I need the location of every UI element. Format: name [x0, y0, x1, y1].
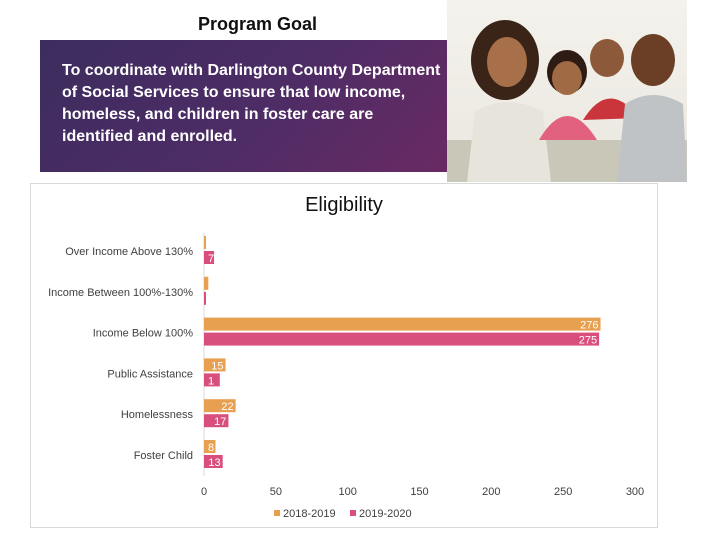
bar-data-label: 8 [208, 442, 214, 454]
bar-data-label: 1 [208, 238, 214, 250]
x-tick-label: 250 [554, 486, 572, 498]
bar-data-label: 276 [580, 320, 598, 332]
legend-swatch [274, 510, 280, 516]
bar-data-label: 275 [579, 335, 597, 347]
x-tick-label: 300 [626, 486, 644, 498]
goal-title: Program Goal [198, 14, 318, 34]
legend-entry: 2018-2019 [283, 508, 336, 520]
goal-box: To coordinate with Darlington County Dep… [40, 40, 452, 172]
category-label: Public Assistance [107, 368, 193, 380]
bar-data-label: 1 [208, 375, 214, 387]
x-tick-label: 0 [201, 486, 207, 498]
x-tick-label: 50 [270, 486, 282, 498]
bar [204, 414, 229, 428]
bar-data-label: 22 [221, 401, 233, 413]
bar [204, 317, 601, 331]
bar [204, 276, 209, 290]
legend-swatch [350, 510, 356, 516]
category-label: Income Below 100% [93, 328, 193, 340]
bar [204, 251, 215, 264]
bar [204, 455, 223, 468]
bar [204, 373, 220, 387]
goal-text: To coordinate with Darlington County Dep… [62, 62, 441, 145]
bar-data-label: 15 [211, 360, 223, 372]
bar-data-label: 13 [208, 457, 220, 469]
bar [204, 440, 216, 453]
legend-entry: 2019-2020 [359, 508, 412, 520]
x-tick-label: 200 [482, 486, 500, 498]
family-photo [447, 0, 687, 182]
bar [204, 332, 600, 346]
x-tick-label: 100 [338, 486, 356, 498]
category-label: Over Income Above 130% [65, 246, 193, 258]
bar-data-label: 17 [214, 416, 226, 428]
category-label: Foster Child [134, 450, 193, 462]
bar [204, 399, 236, 413]
chart-title: Eligibility [305, 194, 383, 216]
category-label: Income Between 100%-130% [48, 287, 193, 299]
bar-data-label: 1 [208, 294, 214, 306]
bar [204, 236, 206, 249]
bar [204, 291, 206, 305]
bar [204, 358, 226, 372]
bar-data-label: 7 [208, 253, 214, 265]
x-tick-label: 150 [410, 486, 428, 498]
bar-data-label: 3 [208, 279, 214, 291]
chart-frame [30, 183, 658, 528]
family-photo-icon [447, 20, 687, 182]
category-label: Homelessness [121, 409, 194, 421]
